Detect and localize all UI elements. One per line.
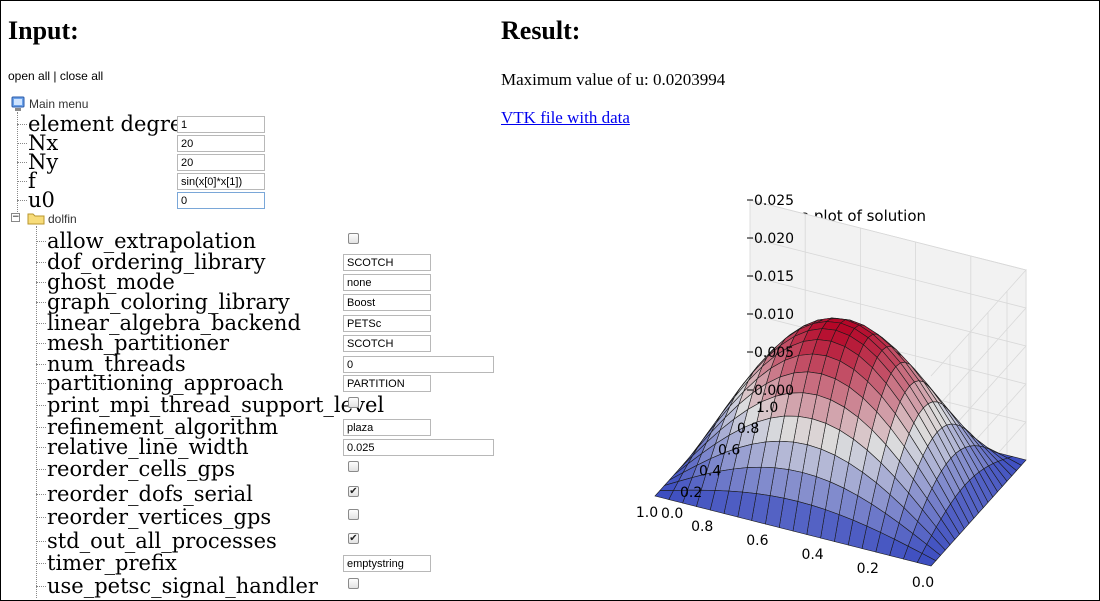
tree-connector <box>17 124 27 125</box>
tree-connector <box>17 200 27 201</box>
param-label: print_mpi_thread_support_level <box>47 393 385 417</box>
folder-icon <box>27 211 45 230</box>
param-label: graph_coloring_library <box>47 290 290 314</box>
tree-connector <box>36 447 46 448</box>
param-input[interactable] <box>343 419 431 436</box>
max-value-text: Maximum value of u: 0.0203994 <box>501 70 726 89</box>
param-label: num_threads <box>47 352 186 376</box>
param-input[interactable] <box>343 254 431 271</box>
result-heading: Result: <box>501 16 581 45</box>
checkbox[interactable] <box>348 397 359 408</box>
link-separator: | <box>50 69 60 83</box>
tree-connector <box>36 241 46 242</box>
param-label: reorder_dofs_serial <box>47 482 253 506</box>
tree-connector <box>36 226 37 598</box>
param-input[interactable] <box>343 274 431 291</box>
tree-connector <box>36 405 46 406</box>
tree-connector <box>17 162 27 163</box>
tree-connector <box>36 323 46 324</box>
param-label: linear_algebra_backend <box>47 311 301 335</box>
open-all-link[interactable]: open all <box>8 69 51 83</box>
param-input[interactable] <box>343 315 431 332</box>
tree-connector <box>17 143 27 144</box>
param-label: ghost_mode <box>47 270 175 294</box>
param-label: u0 <box>28 188 55 212</box>
param-label: reorder_vertices_gps <box>47 505 272 529</box>
param-label: allow_extrapolation <box>47 229 256 253</box>
param-input[interactable] <box>177 116 265 133</box>
tree-connector <box>36 282 46 283</box>
param-label: f <box>28 169 36 193</box>
param-input[interactable] <box>343 356 494 373</box>
param-label: Nx <box>28 131 59 155</box>
checkbox[interactable] <box>348 461 359 472</box>
checkbox[interactable] <box>348 233 359 244</box>
tree-connector <box>36 427 46 428</box>
param-label: mesh_partitioner <box>47 331 230 355</box>
checkbox[interactable] <box>348 578 359 589</box>
param-input[interactable] <box>177 154 265 171</box>
dolfin-folder-label[interactable]: dolfin <box>48 212 77 226</box>
tree-connector <box>17 181 27 182</box>
param-input[interactable] <box>343 294 431 311</box>
param-label: element degree <box>28 112 195 136</box>
tree-connector <box>36 517 46 518</box>
tree-connector <box>36 469 46 470</box>
tree-connector <box>36 383 46 384</box>
param-input[interactable] <box>343 555 431 572</box>
open-close-links: open all | close all <box>8 69 103 83</box>
param-input[interactable] <box>343 375 431 392</box>
vtk-file-link[interactable]: VTK file with data <box>501 108 630 127</box>
checkbox-checked[interactable]: ✔ <box>348 533 359 544</box>
checkbox-checked[interactable]: ✔ <box>348 486 359 497</box>
param-label: dof_ordering_library <box>47 250 266 274</box>
computer-icon <box>11 96 25 117</box>
param-label: timer_prefix <box>47 551 177 575</box>
param-input[interactable] <box>177 192 265 209</box>
param-label: Ny <box>28 150 59 174</box>
main-menu-label[interactable]: Main menu <box>29 97 89 111</box>
param-label: refinement_algorithm <box>47 415 279 439</box>
param-label: use_petsc_signal_handler <box>47 574 318 598</box>
tree-connector <box>36 302 46 303</box>
param-label: partitioning_approach <box>47 371 284 395</box>
tree-connector <box>36 343 46 344</box>
input-heading: Input: <box>8 16 79 45</box>
param-label: relative_line_width <box>47 435 249 459</box>
param-input[interactable] <box>343 335 431 352</box>
collapse-toggle-icon[interactable]: − <box>11 212 20 222</box>
param-input[interactable] <box>343 439 494 456</box>
param-input[interactable] <box>177 173 265 190</box>
tree-connector <box>36 364 46 365</box>
param-label: std_out_all_processes <box>47 529 277 553</box>
close-all-link[interactable]: close all <box>59 69 104 83</box>
tree-connector <box>36 586 46 587</box>
tree-connector <box>36 262 46 263</box>
param-label: reorder_cells_gps <box>47 457 236 481</box>
tree-connector <box>36 494 46 495</box>
param-input[interactable] <box>177 135 265 152</box>
tree-connector <box>36 541 46 542</box>
tree-connector <box>36 563 46 564</box>
checkbox[interactable] <box>348 509 359 520</box>
